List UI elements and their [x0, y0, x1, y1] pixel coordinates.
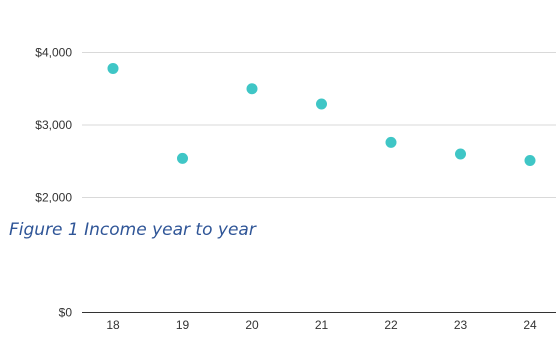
x-tick-label: 19 — [176, 318, 190, 332]
data-point — [524, 155, 536, 167]
x-tick-label: 21 — [315, 318, 329, 332]
data-points — [107, 62, 536, 167]
x-tick-label: 24 — [523, 318, 537, 332]
data-point — [455, 148, 466, 160]
y-axis-tick-labels: $4,000 $3,000 $2,000 $0 — [35, 46, 72, 320]
x-tick-label: 20 — [245, 318, 259, 332]
y-tick-label: $2,000 — [35, 191, 72, 205]
gridlines — [82, 52, 556, 313]
y-tick-label: $4,000 — [35, 46, 72, 60]
figure-caption: Figure 1 Income year to year — [9, 220, 256, 240]
x-tick-label: 18 — [106, 318, 120, 332]
data-point — [177, 152, 188, 164]
y-tick-label: $3,000 — [35, 118, 72, 132]
x-tick-label: 22 — [384, 318, 398, 332]
data-point — [385, 136, 397, 148]
x-tick-label: 23 — [454, 318, 468, 332]
data-point — [246, 83, 258, 95]
data-point — [316, 98, 327, 110]
y-tick-label: $0 — [59, 306, 73, 320]
x-axis-tick-labels: 18 19 20 21 22 23 24 — [106, 318, 537, 332]
data-point — [107, 62, 119, 74]
